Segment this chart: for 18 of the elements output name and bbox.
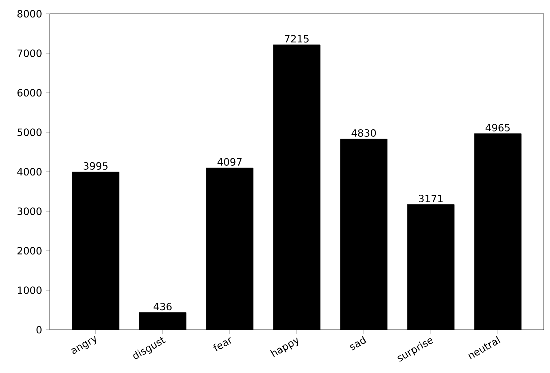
data-label: 7215 bbox=[285, 35, 309, 43]
data-label: 4097 bbox=[218, 158, 242, 166]
y-tick-label: 5000 bbox=[18, 128, 42, 136]
y-tick-label: 4000 bbox=[18, 168, 42, 176]
data-label: 4965 bbox=[486, 124, 510, 132]
data-label: 3171 bbox=[419, 194, 443, 203]
y-tick-label: 0 bbox=[36, 326, 42, 334]
y-tick-label: 3000 bbox=[18, 208, 42, 216]
y-tick-label: 7000 bbox=[18, 50, 42, 58]
x-tick-label: sad bbox=[350, 336, 367, 351]
data-label: 436 bbox=[154, 303, 172, 311]
data-label: 4830 bbox=[352, 129, 376, 138]
data-label: 3995 bbox=[84, 162, 108, 170]
x-tick-label: fear bbox=[214, 337, 232, 352]
y-tick-label: 1000 bbox=[18, 286, 42, 294]
y-tick-label: 6000 bbox=[18, 89, 42, 97]
y-tick-label: 8000 bbox=[18, 10, 42, 18]
y-tick-label: 2000 bbox=[18, 247, 42, 255]
